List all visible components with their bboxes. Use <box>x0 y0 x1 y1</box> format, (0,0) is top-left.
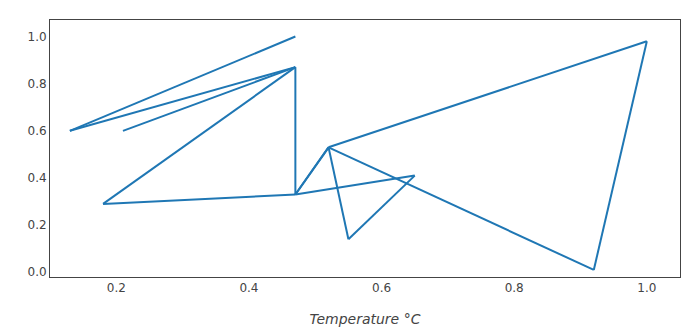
svg-text:0.6: 0.6 <box>372 281 391 295</box>
svg-text:0.2: 0.2 <box>28 218 47 232</box>
svg-text:0.2: 0.2 <box>107 281 126 295</box>
svg-text:0.8: 0.8 <box>28 77 47 91</box>
svg-text:0.6: 0.6 <box>28 124 47 138</box>
svg-text:1.0: 1.0 <box>28 30 47 44</box>
svg-text:0.8: 0.8 <box>505 281 524 295</box>
svg-text:0.4: 0.4 <box>28 171 47 185</box>
svg-text:Temperature °C: Temperature °C <box>310 311 421 327</box>
svg-text:0.4: 0.4 <box>239 281 258 295</box>
svg-text:1.0: 1.0 <box>637 281 656 295</box>
svg-text:0.0: 0.0 <box>28 265 47 279</box>
